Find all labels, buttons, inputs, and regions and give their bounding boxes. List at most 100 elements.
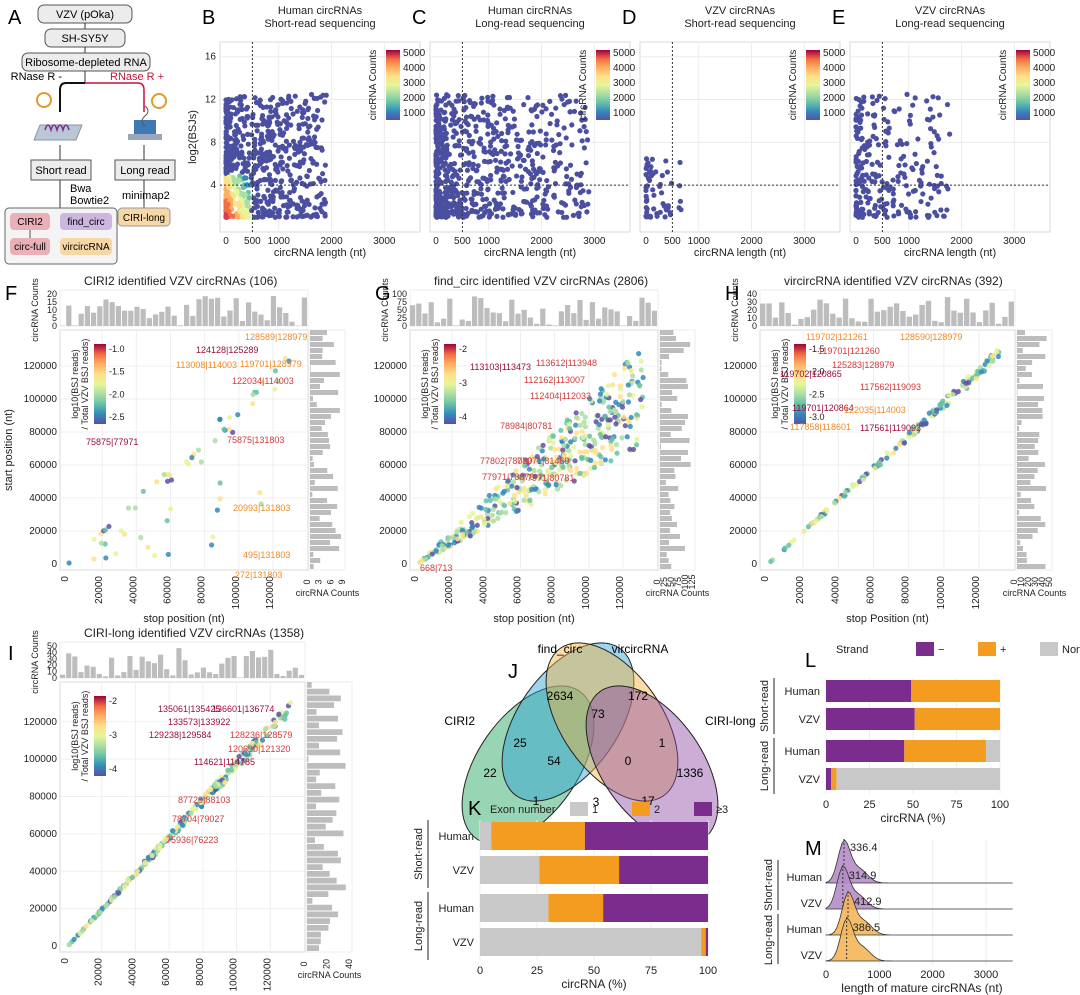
hist-bar	[1017, 366, 1026, 371]
hex-bin	[882, 95, 888, 102]
scatter-point	[571, 444, 577, 450]
x-tick: 80000	[195, 958, 206, 986]
hex-bin	[241, 94, 247, 100]
scatter-point	[226, 414, 233, 421]
hex-bin	[534, 140, 540, 147]
hist-bar	[823, 303, 830, 326]
hist-bar	[310, 528, 336, 533]
hist-bar	[515, 313, 521, 326]
hex-bin	[534, 113, 540, 120]
hist-bar	[307, 844, 324, 850]
row-label: Human	[785, 686, 820, 698]
hex-bin	[454, 190, 460, 196]
scatter-point	[217, 480, 223, 486]
scatter-point	[522, 463, 528, 469]
scatter-point	[228, 767, 234, 773]
hex-bin	[286, 198, 293, 204]
hex-bin	[321, 196, 327, 203]
hex-bin	[857, 103, 863, 109]
hex-subtitle: Long-read sequencing	[475, 18, 584, 30]
hist-bar	[645, 302, 651, 326]
hex-bin	[488, 172, 494, 179]
hex-bin	[265, 187, 271, 193]
hex-bin	[884, 180, 890, 187]
bar-segment	[480, 856, 540, 884]
panel-k: K Exon number 1 2 ≥3HumanVZVHumanVZVShort-re…	[413, 798, 728, 991]
scatter-point	[523, 457, 529, 463]
hex-bin	[653, 169, 659, 175]
hex-bin	[275, 209, 281, 216]
bar-segment	[480, 928, 702, 956]
scatter-point	[921, 417, 927, 423]
hex-bin	[494, 213, 500, 219]
y-axis-label: start position (nt)	[3, 409, 15, 491]
scatter-point	[791, 537, 797, 543]
hex-bin	[477, 141, 484, 147]
bar-segment	[480, 894, 549, 922]
hex-bin	[238, 143, 244, 149]
hist-bar	[1017, 432, 1040, 437]
bar-segment	[904, 740, 987, 762]
hex-bin	[442, 133, 448, 139]
hist-bar	[277, 307, 283, 326]
scatter-point	[91, 536, 97, 542]
hex-bin	[853, 133, 859, 139]
hex-bin	[226, 120, 232, 127]
hex-bin	[466, 177, 472, 183]
hist-bar	[307, 796, 340, 803]
scatter-point	[282, 716, 288, 722]
hex-bin	[277, 184, 283, 191]
hist-bar	[447, 298, 453, 326]
hex-bin	[451, 161, 458, 167]
hist-bar	[552, 325, 558, 326]
hex-bin	[471, 116, 477, 122]
hex-bin	[322, 177, 328, 184]
hex-bin	[272, 142, 278, 148]
hex-bin	[865, 200, 871, 206]
hex-bin	[668, 180, 675, 186]
hex-bin	[254, 128, 260, 134]
hist-bar	[817, 299, 823, 326]
hist-bar	[660, 384, 688, 389]
hist-y-tick: 30	[747, 297, 757, 307]
hex-bin	[434, 152, 440, 158]
point-label: 125283|128979	[832, 360, 894, 370]
hist-bar	[1017, 456, 1029, 461]
hist-bar	[1017, 528, 1038, 533]
scatter-point	[98, 540, 105, 546]
x-axis-label: circRNA length (nt)	[694, 247, 786, 259]
x-tick: 2000	[530, 236, 553, 247]
scatter-point	[768, 558, 774, 565]
scatter-point	[608, 458, 614, 464]
scatter-point	[99, 905, 105, 911]
x-tick: 20000	[795, 576, 806, 604]
colorbar	[794, 344, 806, 424]
colorbar-title: circRNA Counts	[788, 50, 799, 121]
hist-bar	[660, 498, 671, 503]
hist-bar	[1017, 390, 1018, 395]
hex-bin	[433, 178, 439, 185]
hist-bar	[102, 676, 108, 678]
hex-bin	[286, 155, 293, 161]
hex-bin	[584, 137, 591, 143]
panel-letter: M	[805, 838, 822, 860]
scatter-point	[121, 531, 128, 537]
scatter-point	[496, 499, 503, 505]
bar-segment	[826, 740, 905, 762]
hex-bin	[466, 132, 472, 139]
hex-bin	[284, 100, 290, 106]
x-axis-label: stop Position (nt)	[846, 613, 929, 625]
scatter-point	[230, 429, 236, 435]
scatter-point	[896, 441, 903, 448]
scatter-point	[198, 799, 204, 806]
hist-bar	[239, 321, 245, 326]
box-ribo-label: Ribosome-depleted RNA	[25, 57, 147, 69]
scatter-point	[116, 890, 122, 896]
hex-bin	[478, 206, 484, 212]
x-tick: 100000	[231, 576, 242, 610]
bar-segment	[911, 680, 1000, 702]
hist-bar	[310, 408, 340, 413]
long-read-label: Long read	[120, 165, 170, 177]
scatter-point	[532, 473, 538, 479]
scatter-point	[577, 422, 583, 429]
